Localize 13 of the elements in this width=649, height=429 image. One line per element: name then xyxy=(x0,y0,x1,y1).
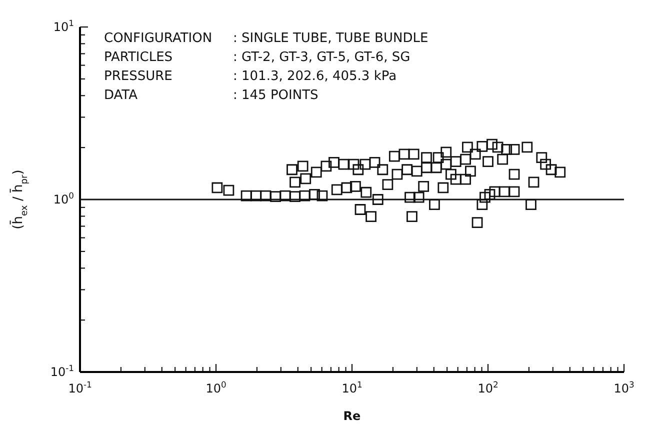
x-tick-label: 10$^{3}$ xyxy=(614,380,634,396)
y-tick-label: 10$^{0}$ xyxy=(53,190,74,206)
y-tick-label: 10$^{-1}$ xyxy=(50,362,74,379)
text: DATA : 145 POINTS xyxy=(104,88,318,103)
x-tick-label: 10$^{2}$ xyxy=(478,380,498,396)
text: PARTICLES : GT-2, GT-3, GT-5, GT-6, SG xyxy=(104,50,410,65)
x-tick-label: 10$^{0}$ xyxy=(206,380,226,396)
y-tick-label: 10$^{1}$ xyxy=(53,18,74,34)
x-tick-label: 10$^{-1}$ xyxy=(68,380,92,396)
text: PRESSURE : 101.3, 202.6, 405.3 kPa xyxy=(104,69,397,84)
x-axis-title: Re xyxy=(343,409,361,423)
text: CONFIGURATION : SINGLE TUBE, TUBE BUNDLE xyxy=(104,31,428,46)
x-tick-label: 10$^{1}$ xyxy=(342,380,362,396)
